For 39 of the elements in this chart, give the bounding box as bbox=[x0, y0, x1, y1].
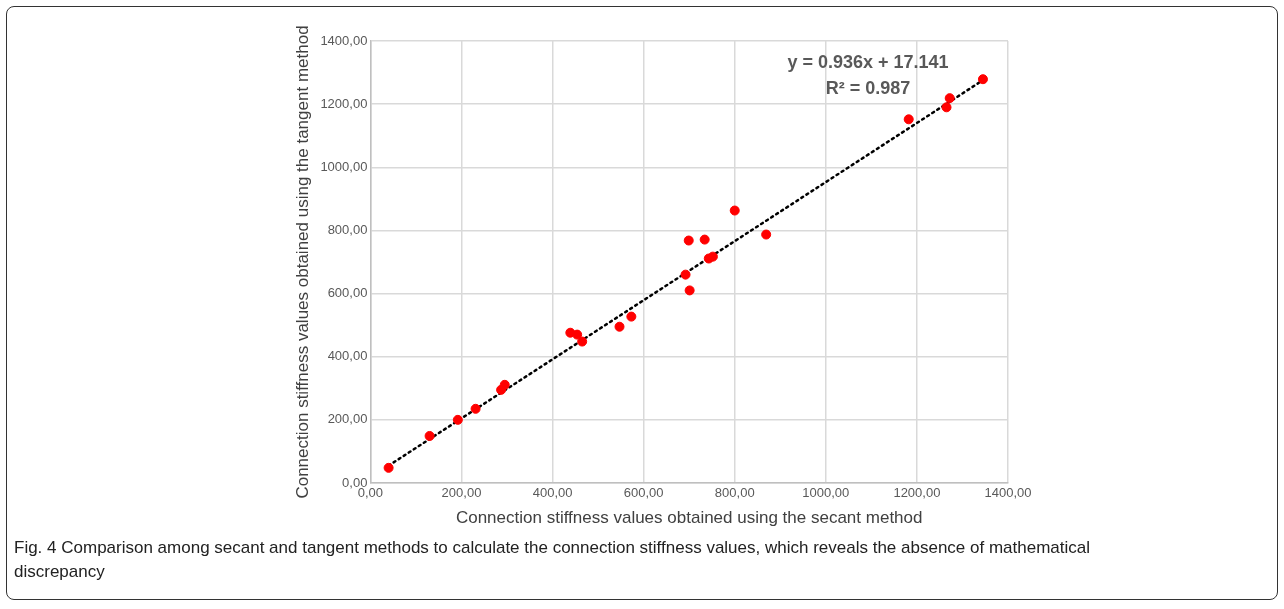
point bbox=[577, 336, 588, 347]
caption: Fig. 4 Comparison among secant and tangent methods to calculate the connection stiffness values, which reveals the absence of mathematical discrepancy bbox=[14, 537, 1092, 583]
point bbox=[941, 102, 952, 113]
annotation: y = 0.936x + 17.141 bbox=[787, 51, 949, 72]
point bbox=[680, 269, 691, 280]
point bbox=[684, 285, 695, 296]
x-tick-label: 800,00 bbox=[714, 485, 755, 501]
point bbox=[699, 234, 710, 245]
x-axis-title: Connection stiffness values obtained using the secant method bbox=[455, 508, 923, 528]
y-tick-label: 1000,00 bbox=[320, 158, 368, 174]
y-tick-label: 1200,00 bbox=[320, 95, 368, 111]
y-tick-label: 200,00 bbox=[327, 411, 368, 427]
point bbox=[499, 379, 510, 390]
x-tick-label: 600,00 bbox=[623, 485, 664, 501]
point bbox=[614, 321, 625, 332]
x-tick-label: 400,00 bbox=[532, 485, 573, 501]
x-tick-label: 1400,00 bbox=[984, 485, 1032, 501]
point bbox=[761, 229, 772, 240]
point bbox=[470, 403, 481, 414]
y-tick-label: 800,00 bbox=[327, 222, 368, 238]
point bbox=[424, 430, 435, 441]
y-tick-label: 400,00 bbox=[327, 348, 368, 364]
y-tick-label: 600,00 bbox=[327, 285, 368, 301]
point bbox=[626, 311, 637, 322]
y-tick-label: 0,00 bbox=[342, 474, 368, 490]
x-tick-label: 1200,00 bbox=[893, 485, 941, 501]
point bbox=[944, 93, 955, 104]
point bbox=[572, 329, 583, 340]
point bbox=[452, 414, 463, 425]
x-tick-label: 200,00 bbox=[441, 485, 482, 501]
point bbox=[903, 114, 914, 125]
point bbox=[977, 74, 988, 85]
annotation: R² = 0.987 bbox=[825, 77, 911, 98]
point bbox=[729, 205, 740, 216]
point bbox=[383, 462, 394, 473]
y-axis-title: Connection stiffness values obtained using the tangent method bbox=[292, 25, 312, 499]
y-tick-label: 1400,00 bbox=[320, 32, 368, 48]
point bbox=[683, 235, 694, 246]
x-tick-label: 1000,00 bbox=[802, 485, 850, 501]
